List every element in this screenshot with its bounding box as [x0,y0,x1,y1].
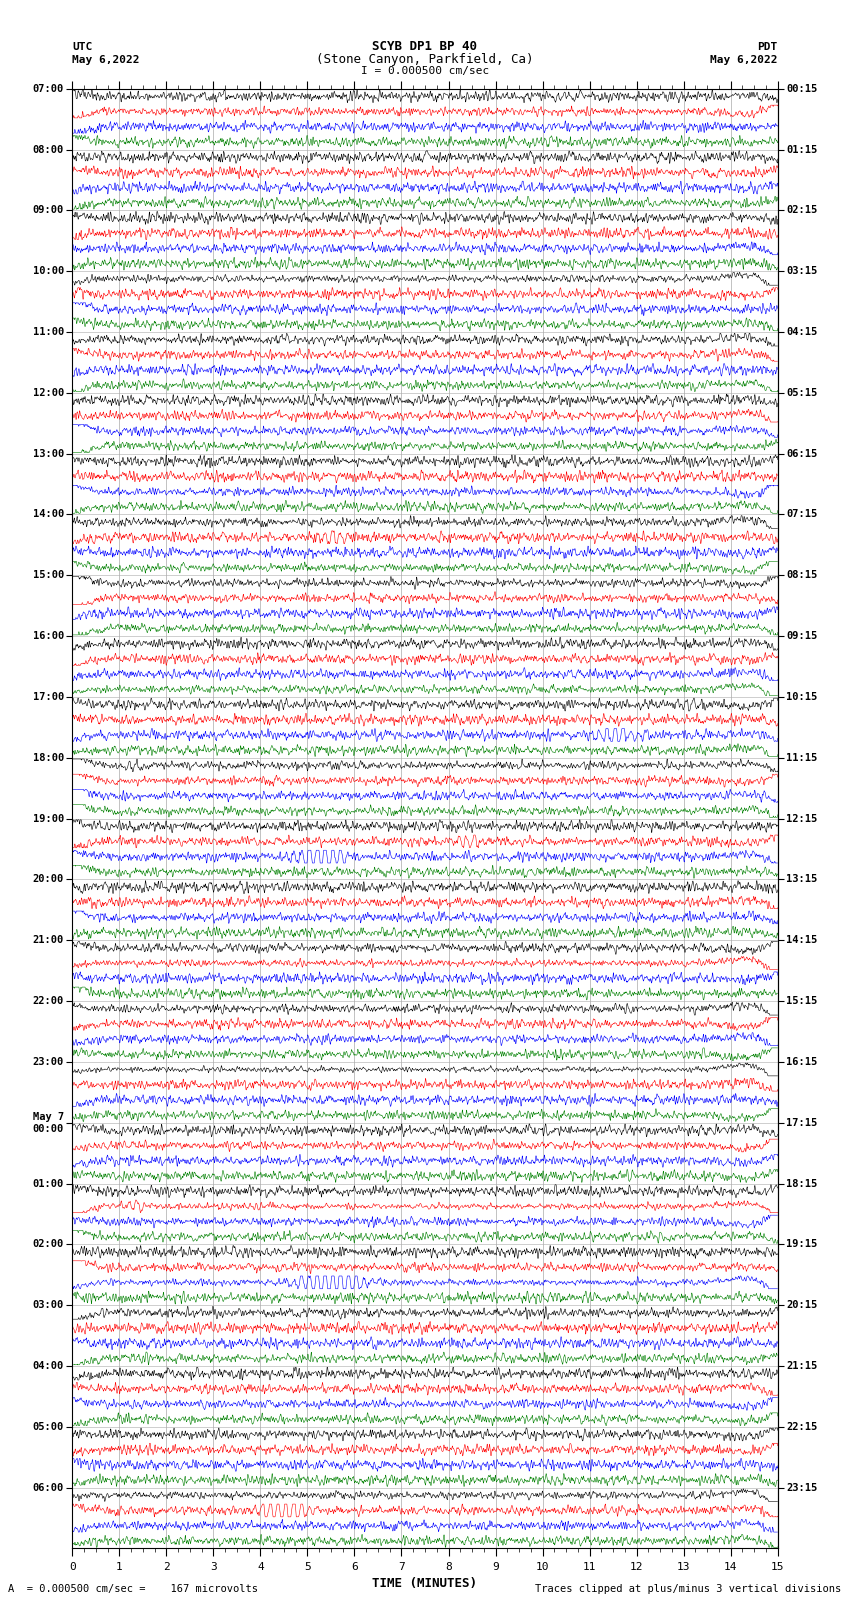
Text: UTC: UTC [72,42,93,52]
Text: May 6,2022: May 6,2022 [72,55,139,65]
Text: (Stone Canyon, Parkfield, Ca): (Stone Canyon, Parkfield, Ca) [316,53,534,66]
Text: A  = 0.000500 cm/sec =    167 microvolts: A = 0.000500 cm/sec = 167 microvolts [8,1584,258,1594]
Text: PDT: PDT [757,42,778,52]
Text: May 6,2022: May 6,2022 [711,55,778,65]
Text: SCYB DP1 BP 40: SCYB DP1 BP 40 [372,40,478,53]
X-axis label: TIME (MINUTES): TIME (MINUTES) [372,1578,478,1590]
Text: Traces clipped at plus/minus 3 vertical divisions: Traces clipped at plus/minus 3 vertical … [536,1584,842,1594]
Text: I = 0.000500 cm/sec: I = 0.000500 cm/sec [361,66,489,76]
